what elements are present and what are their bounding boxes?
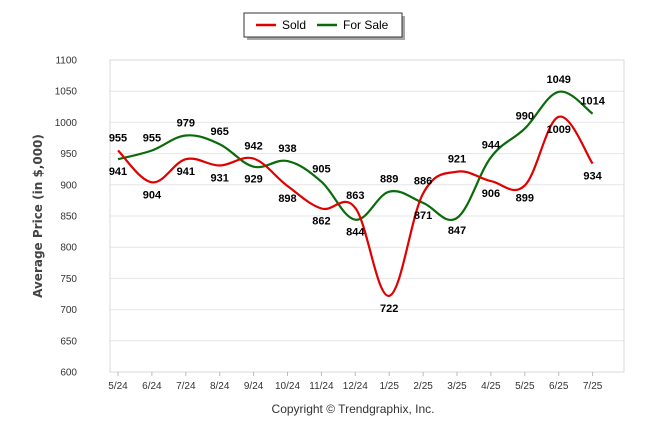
data-label-for-sale: 1014 <box>580 96 605 108</box>
x-tick-label: 5/25 <box>515 381 535 392</box>
data-label-sold: 955 <box>109 132 127 144</box>
x-tick-label: 11/24 <box>309 381 334 392</box>
x-tick-label: 6/24 <box>142 381 162 392</box>
data-label-sold: 906 <box>482 188 500 200</box>
y-tick-label: 650 <box>60 336 77 347</box>
grid-lines <box>109 59 625 373</box>
plot-border <box>109 59 625 373</box>
y-tick-label: 1100 <box>55 56 77 67</box>
data-label-for-sale: 889 <box>380 174 398 186</box>
data-label-sold: 941 <box>177 166 195 178</box>
x-tick-label: 8/24 <box>210 381 230 392</box>
x-tick-label: 2/25 <box>413 381 433 392</box>
y-tick-label: 750 <box>60 274 77 285</box>
y-tick-label: 1000 <box>55 118 78 129</box>
data-label-for-sale: 979 <box>177 118 195 130</box>
series-line-for-sale <box>117 90 594 221</box>
x-tick-label: 10/24 <box>275 381 300 392</box>
data-label-for-sale: 944 <box>482 139 501 151</box>
data-label-sold: 934 <box>583 171 602 183</box>
data-label-for-sale: 955 <box>143 132 161 144</box>
data-label-for-sale: 847 <box>448 225 466 237</box>
data-label-for-sale: 990 <box>516 111 534 123</box>
y-tick-label: 900 <box>60 180 77 191</box>
data-label-sold: 904 <box>143 189 162 201</box>
y-tick-label: 1050 <box>55 87 78 98</box>
y-axis-label: Average Price (in $,000) <box>31 134 45 298</box>
data-label-sold: 1009 <box>546 124 570 136</box>
data-label-sold: 942 <box>244 141 262 153</box>
x-tick-label: 1/25 <box>379 381 399 392</box>
x-tick-label: 3/25 <box>447 381 467 392</box>
data-label-for-sale: 905 <box>312 164 330 176</box>
data-label-sold: 921 <box>448 154 466 166</box>
data-label-for-sale: 929 <box>244 174 262 186</box>
copyright-credit: Copyright © Trendgraphix, Inc. <box>272 402 435 416</box>
x-tick-label: 7/24 <box>176 381 196 392</box>
legend: Sold For Sale <box>243 12 405 40</box>
data-label-sold: 931 <box>211 172 229 184</box>
data-label-sold: 863 <box>346 190 364 202</box>
x-tick-label: 4/25 <box>481 381 501 392</box>
y-tick-label: 600 <box>60 368 77 379</box>
data-label-for-sale: 938 <box>278 143 296 155</box>
series-lines <box>117 90 594 297</box>
y-tick-label: 950 <box>60 149 77 160</box>
x-tick-label: 7/25 <box>583 381 603 392</box>
data-label-sold: 722 <box>380 303 398 315</box>
x-tick-label: 6/25 <box>549 381 569 392</box>
y-tick-label: 800 <box>60 243 77 254</box>
data-label-sold: 862 <box>312 216 330 228</box>
legend-label-sold: Sold <box>282 18 306 32</box>
y-tick-label: 700 <box>60 305 77 316</box>
data-label-sold: 898 <box>278 193 296 205</box>
data-label-for-sale: 941 <box>109 166 127 178</box>
data-label-for-sale: 965 <box>211 126 229 138</box>
data-labels: 955 904 941 931 942 898 862 863 722 886 921 906 899 1… <box>109 74 606 315</box>
data-label-for-sale: 844 <box>346 227 365 239</box>
y-axis-ticks: 1100 1050 1000 950 900 850 800 750 700 650 600 <box>55 56 78 379</box>
data-label-for-sale: 1049 <box>546 74 570 86</box>
data-label-sold: 899 <box>516 192 534 204</box>
x-tick-label: 9/24 <box>244 381 264 392</box>
y-tick-label: 850 <box>60 212 77 223</box>
x-tick-label: 12/24 <box>343 381 368 392</box>
x-tick-label: 5/24 <box>108 381 128 392</box>
x-axis-ticks: 5/24 6/24 7/24 8/24 9/24 10/24 11/24 12/24 1/25 2… <box>108 372 603 392</box>
series-line-sold <box>117 115 594 297</box>
legend-label-for-sale: For Sale <box>343 18 389 32</box>
data-label-for-sale: 871 <box>414 210 432 222</box>
data-label-sold: 886 <box>414 176 432 188</box>
